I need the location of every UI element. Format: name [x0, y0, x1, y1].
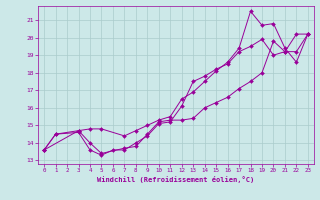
- X-axis label: Windchill (Refroidissement éolien,°C): Windchill (Refroidissement éolien,°C): [97, 176, 255, 183]
